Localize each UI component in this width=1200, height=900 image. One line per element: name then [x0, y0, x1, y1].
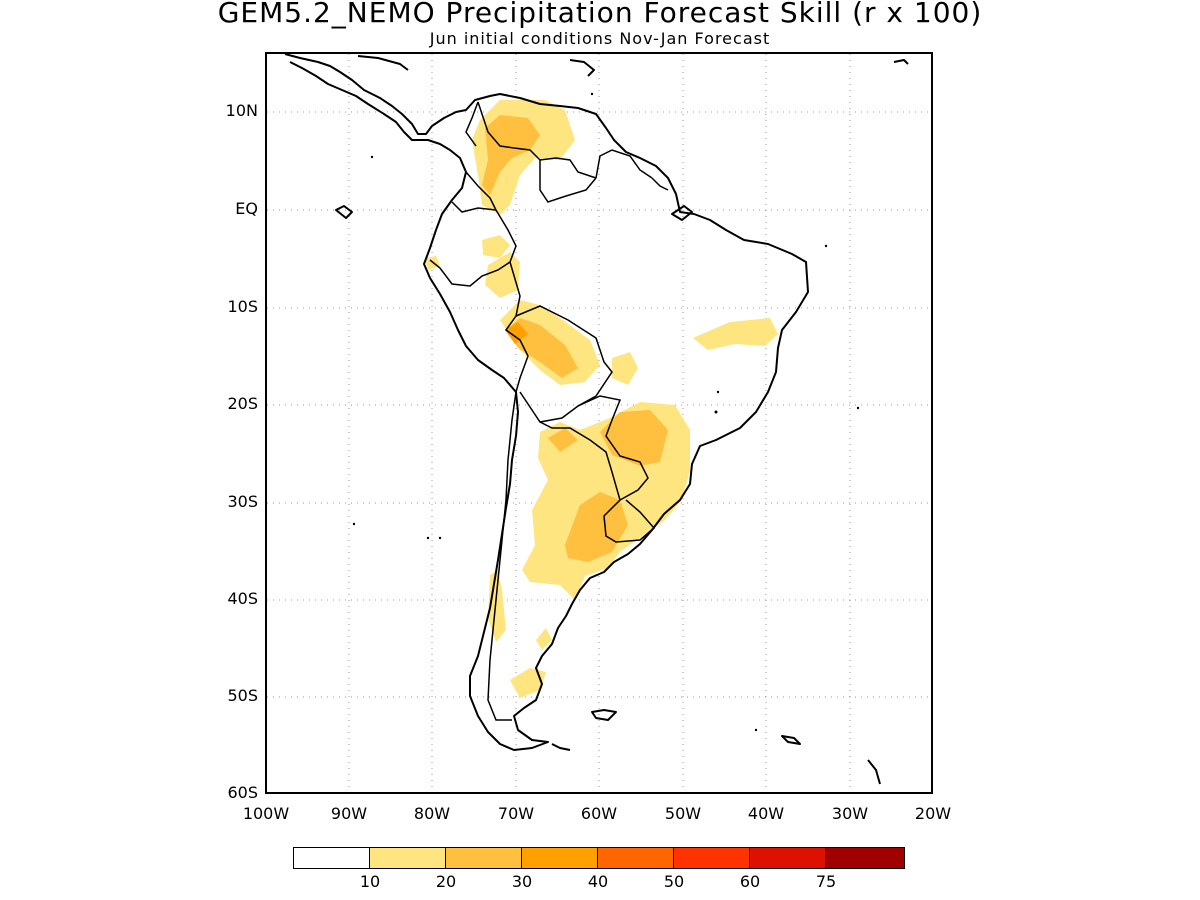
lat-tick-label: 40S [227, 589, 258, 608]
lat-tick-label: EQ [235, 199, 258, 218]
colorbar-label: 75 [815, 872, 837, 891]
lon-tick-label: 40W [747, 804, 785, 823]
lat-tick-label: 20S [227, 394, 258, 413]
colorbar-swatch [673, 847, 751, 869]
lat-tick-label: 30S [227, 492, 258, 511]
coastline [284, 53, 909, 785]
colorbar-swatch [749, 847, 827, 869]
colorbar-label: 40 [587, 872, 609, 891]
lon-tick-label: 100W [242, 804, 290, 823]
skill-shading-30-40 [505, 322, 528, 344]
lat-tick-label: 50S [227, 686, 258, 705]
lon-tick-label: 30W [831, 804, 869, 823]
colorbar-label: 50 [663, 872, 685, 891]
colorbar-swatch [825, 847, 905, 869]
colorbar-swatch [521, 847, 599, 869]
colorbar-label: 30 [511, 872, 533, 891]
political-borders [429, 101, 669, 721]
colorbar-swatch [293, 847, 371, 869]
colorbar-swatch [369, 847, 447, 869]
lat-tick-label: 60S [227, 783, 258, 802]
colorbar-swatch [445, 847, 523, 869]
chart-subtitle: Jun initial conditions Nov-Jan Forecast [429, 29, 771, 48]
colorbar-label: 20 [435, 872, 457, 891]
lon-tick-label: 50W [664, 804, 702, 823]
chart-title: GEM5.2_NEMO Precipitation Forecast Skill… [217, 0, 983, 29]
map-frame [265, 52, 933, 794]
lon-tick-label: 80W [413, 804, 451, 823]
lat-tick-label: 10N [225, 101, 258, 120]
lon-tick-label: 70W [497, 804, 535, 823]
colorbar-label: 10 [359, 872, 381, 891]
lat-tick-label: 10S [227, 297, 258, 316]
lon-tick-label: 60W [580, 804, 618, 823]
colorbar-swatch [597, 847, 675, 869]
lon-tick-label: 90W [330, 804, 368, 823]
lon-tick-label: 20W [914, 804, 952, 823]
colorbar-label: 60 [739, 872, 761, 891]
islands-dots [352, 92, 860, 732]
